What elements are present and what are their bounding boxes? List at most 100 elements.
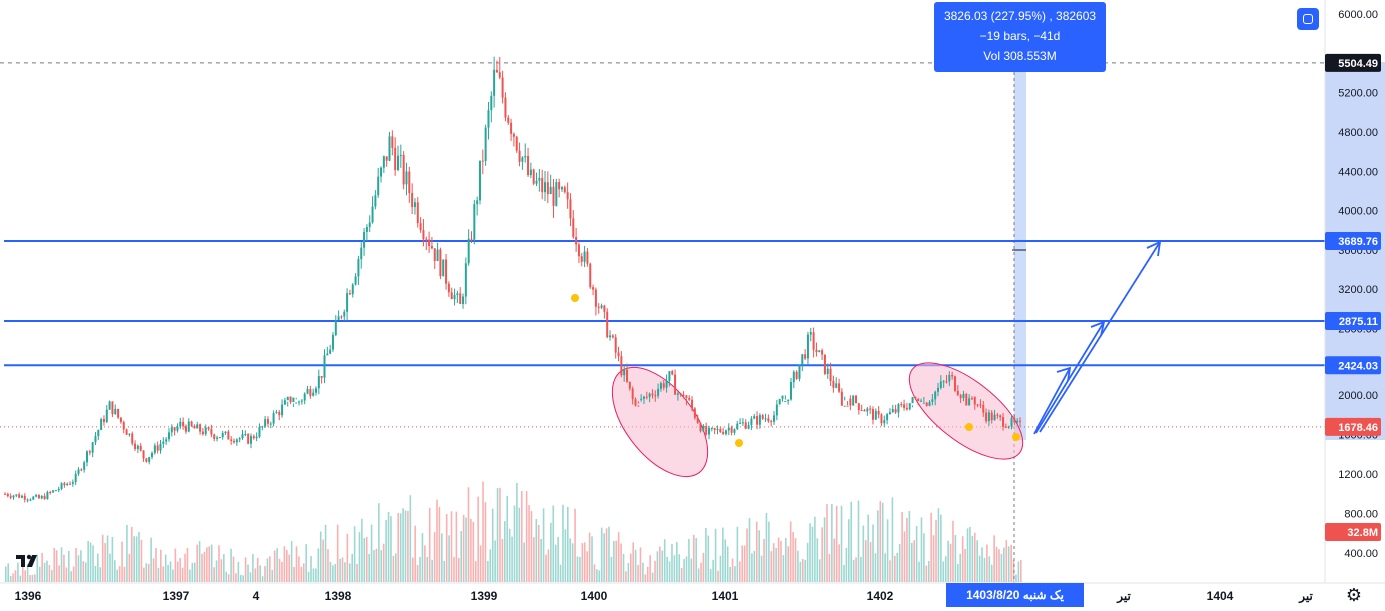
candle-body <box>153 445 156 453</box>
candle-body <box>620 356 623 376</box>
volume-bar <box>663 539 666 582</box>
volume-bar <box>84 562 87 582</box>
tag-level-text: 2424.03 <box>1338 360 1378 372</box>
candle-body <box>985 412 988 422</box>
candle-body <box>148 457 151 462</box>
volume-bar <box>944 556 947 582</box>
arrow-to-2424 <box>1033 367 1071 435</box>
candle-body <box>959 395 962 399</box>
signal-dot <box>965 423 973 431</box>
volume-bar <box>736 526 739 582</box>
rectangle-toggle-icon[interactable] <box>1297 8 1319 30</box>
volume-bar <box>53 547 56 582</box>
volume-bar <box>552 505 555 582</box>
volume-bar <box>627 563 630 582</box>
volume-bar <box>390 516 392 582</box>
volume-bar <box>613 540 615 582</box>
volume-bar <box>770 551 773 582</box>
volume-bar <box>908 510 911 582</box>
candle-body <box>264 419 267 427</box>
candle-body <box>756 416 759 425</box>
volume-bar <box>964 549 966 582</box>
volume-bar <box>31 574 34 582</box>
tag-level-text: 3689.76 <box>1338 236 1378 248</box>
volume-bar <box>358 532 361 582</box>
volume-bar <box>247 564 249 582</box>
volume-bar <box>114 560 116 582</box>
volume-bar <box>814 516 816 582</box>
candle-body <box>343 311 346 317</box>
candle-body <box>32 496 35 500</box>
candle-body <box>823 354 826 374</box>
volume-bar <box>845 547 848 582</box>
volume-bar <box>537 524 540 582</box>
volume-bar <box>484 502 487 582</box>
volume-bar <box>896 552 899 582</box>
volume-bar <box>87 540 89 582</box>
toggle-inner-icon <box>1303 14 1313 24</box>
volume-bar <box>126 524 128 582</box>
volume-bar <box>213 567 215 582</box>
volume-bar <box>746 528 748 582</box>
candle-body <box>37 495 40 499</box>
candle-body <box>730 427 733 433</box>
tooltip-line-3: Vol 308.553M <box>983 49 1057 63</box>
volume-bar <box>525 491 528 582</box>
volume-bar <box>63 554 65 582</box>
candle-body <box>167 432 170 440</box>
volume-bar <box>927 560 930 582</box>
volume-bar <box>472 521 475 582</box>
candle-body <box>707 427 710 435</box>
candle-body <box>111 401 114 415</box>
candle-body <box>69 483 72 485</box>
volume-bar <box>712 559 714 582</box>
candle-body <box>657 388 660 396</box>
volume-bar <box>823 517 826 582</box>
candle-body <box>49 491 52 493</box>
volume-bar <box>857 500 860 582</box>
candle-body <box>982 404 985 413</box>
volume-bar <box>395 553 397 582</box>
candle-body <box>733 429 736 433</box>
volume-bar <box>562 504 564 582</box>
volume-bar <box>109 553 111 582</box>
candle-body <box>942 381 945 383</box>
volume-bar <box>482 481 484 582</box>
candle-body <box>117 408 120 418</box>
volume-bar <box>981 547 983 582</box>
volume-bar <box>242 575 244 582</box>
candle-body <box>541 177 544 193</box>
volume-bar <box>155 548 157 582</box>
candle-body <box>682 394 685 396</box>
candle-body <box>713 427 716 430</box>
gear-icon[interactable]: ⚙ <box>1345 585 1363 605</box>
candle-body <box>481 160 484 162</box>
volume-bar <box>860 557 862 582</box>
candle-body <box>577 244 580 257</box>
tradingview-logo-icon[interactable] <box>14 551 44 571</box>
candle-body <box>1004 426 1007 428</box>
candle-body <box>162 441 165 444</box>
candle-body <box>510 122 513 134</box>
candle-body <box>931 399 934 403</box>
x-tick-label: 1401 <box>712 589 739 603</box>
candle-body <box>269 423 272 425</box>
candle-body <box>430 245 433 249</box>
volume-bar <box>898 544 901 582</box>
volume-bar <box>593 564 596 582</box>
candle-body <box>1007 426 1010 428</box>
x-tick-label: 1400 <box>581 589 608 603</box>
candle-body <box>105 409 108 422</box>
volume-bar <box>629 553 632 582</box>
candle-body <box>569 199 572 219</box>
candle-body <box>628 381 631 389</box>
arrow-to-3689 <box>1039 241 1161 433</box>
candle-body <box>77 469 80 474</box>
y-tick-label: 400.00 <box>1344 548 1378 560</box>
volume-bar <box>58 565 60 582</box>
volume-bar <box>722 527 724 582</box>
volume-bar <box>179 558 182 582</box>
volume-bar <box>116 569 119 582</box>
candle-body <box>914 396 917 399</box>
